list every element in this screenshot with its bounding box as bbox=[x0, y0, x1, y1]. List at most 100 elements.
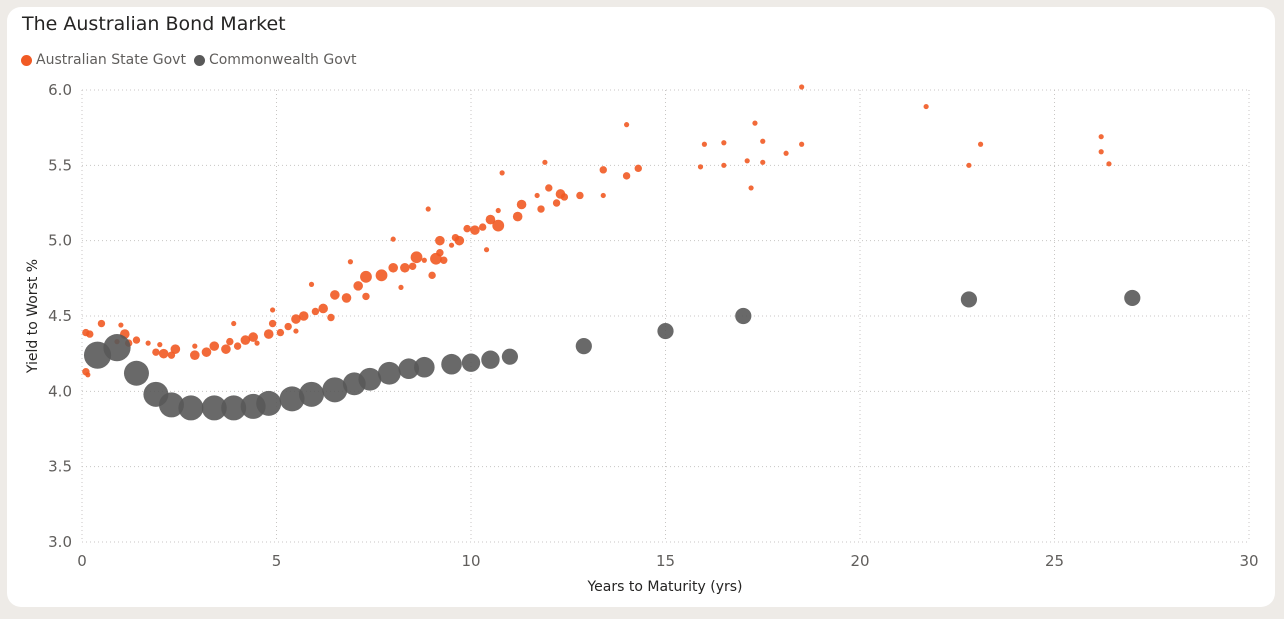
state-govt-point[interactable] bbox=[132, 336, 141, 344]
state-govt-point[interactable] bbox=[311, 307, 320, 316]
state-govt-point[interactable] bbox=[463, 224, 471, 233]
state-govt-point[interactable] bbox=[341, 293, 352, 303]
state-govt-point[interactable] bbox=[375, 269, 388, 282]
state-govt-point[interactable] bbox=[221, 344, 231, 354]
state-govt-point[interactable] bbox=[398, 284, 404, 290]
state-govt-point[interactable] bbox=[330, 290, 340, 300]
state-govt-point[interactable] bbox=[408, 262, 417, 270]
state-govt-point[interactable] bbox=[410, 251, 423, 264]
commonwealth-govt-point[interactable] bbox=[501, 348, 518, 365]
commonwealth-govt-point[interactable] bbox=[735, 307, 752, 325]
state-govt-point[interactable] bbox=[744, 158, 750, 164]
commonwealth-govt-point[interactable] bbox=[279, 386, 305, 412]
state-govt-point[interactable] bbox=[327, 313, 335, 322]
state-govt-point[interactable] bbox=[421, 257, 427, 263]
legend-item-state[interactable]: Australian State Govt bbox=[21, 52, 186, 68]
state-govt-point[interactable] bbox=[516, 199, 527, 210]
state-govt-point[interactable] bbox=[440, 256, 448, 264]
state-govt-point[interactable] bbox=[190, 350, 200, 360]
state-govt-point[interactable] bbox=[233, 342, 242, 350]
state-govt-point[interactable] bbox=[400, 262, 410, 273]
state-govt-point[interactable] bbox=[436, 249, 444, 257]
state-govt-point[interactable] bbox=[118, 322, 124, 328]
state-govt-point[interactable] bbox=[291, 314, 301, 324]
state-govt-point[interactable] bbox=[966, 162, 972, 168]
state-govt-point[interactable] bbox=[201, 347, 212, 357]
state-govt-point[interactable] bbox=[152, 348, 160, 356]
state-govt-point[interactable] bbox=[192, 343, 198, 349]
state-govt-point[interactable] bbox=[318, 303, 328, 314]
state-govt-point[interactable] bbox=[425, 206, 431, 212]
state-govt-point[interactable] bbox=[977, 141, 984, 147]
commonwealth-govt-point[interactable] bbox=[441, 353, 462, 375]
commonwealth-govt-point[interactable] bbox=[358, 367, 382, 391]
state-govt-point[interactable] bbox=[512, 211, 523, 222]
commonwealth-govt-point[interactable] bbox=[299, 381, 325, 407]
commonwealth-govt-point[interactable] bbox=[1124, 289, 1141, 307]
state-govt-point[interactable] bbox=[428, 271, 436, 280]
state-govt-point[interactable] bbox=[388, 262, 399, 273]
state-govt-point[interactable] bbox=[97, 319, 106, 328]
state-govt-point[interactable] bbox=[170, 344, 181, 354]
state-govt-point[interactable] bbox=[454, 235, 465, 246]
commonwealth-govt-point[interactable] bbox=[461, 353, 481, 372]
state-govt-point[interactable] bbox=[542, 159, 548, 165]
state-govt-point[interactable] bbox=[760, 159, 766, 165]
state-govt-point[interactable] bbox=[478, 223, 487, 231]
state-govt-point[interactable] bbox=[701, 141, 708, 147]
state-govt-point[interactable] bbox=[347, 259, 354, 265]
state-govt-point[interactable] bbox=[600, 192, 606, 199]
state-govt-point[interactable] bbox=[760, 138, 766, 144]
state-govt-point[interactable] bbox=[254, 340, 260, 346]
state-govt-point[interactable] bbox=[560, 193, 569, 201]
legend-item-commonwealth[interactable]: Commonwealth Govt bbox=[193, 52, 357, 68]
state-govt-point[interactable] bbox=[576, 191, 584, 200]
state-govt-point[interactable] bbox=[697, 164, 704, 170]
state-govt-point[interactable] bbox=[634, 164, 642, 173]
state-govt-point[interactable] bbox=[783, 150, 789, 156]
state-govt-point[interactable] bbox=[248, 332, 258, 342]
state-govt-point[interactable] bbox=[209, 341, 220, 351]
state-govt-point[interactable] bbox=[545, 184, 553, 192]
commonwealth-govt-point[interactable] bbox=[481, 350, 500, 369]
state-govt-point[interactable] bbox=[492, 219, 505, 232]
state-govt-point[interactable] bbox=[752, 120, 758, 126]
commonwealth-govt-point[interactable] bbox=[201, 395, 227, 421]
state-govt-point[interactable] bbox=[435, 235, 445, 246]
state-govt-point[interactable] bbox=[552, 199, 561, 207]
state-govt-point[interactable] bbox=[470, 225, 480, 235]
state-govt-point[interactable] bbox=[799, 84, 805, 90]
state-govt-point[interactable] bbox=[485, 214, 496, 225]
state-govt-point[interactable] bbox=[390, 236, 396, 242]
commonwealth-govt-point[interactable] bbox=[103, 334, 131, 362]
state-govt-point[interactable] bbox=[226, 337, 234, 346]
state-govt-point[interactable] bbox=[284, 322, 292, 331]
state-govt-point[interactable] bbox=[293, 328, 299, 334]
state-govt-point[interactable] bbox=[1106, 161, 1112, 167]
state-govt-point[interactable] bbox=[158, 348, 169, 359]
state-govt-point[interactable] bbox=[360, 270, 372, 283]
state-govt-point[interactable] bbox=[534, 192, 540, 199]
state-govt-point[interactable] bbox=[353, 281, 363, 291]
state-govt-point[interactable] bbox=[622, 172, 631, 180]
state-govt-point[interactable] bbox=[483, 247, 490, 253]
state-govt-point[interactable] bbox=[86, 330, 94, 338]
commonwealth-govt-point[interactable] bbox=[322, 377, 348, 403]
state-govt-point[interactable] bbox=[308, 281, 315, 287]
commonwealth-govt-point[interactable] bbox=[960, 291, 978, 308]
state-govt-point[interactable] bbox=[362, 292, 370, 301]
state-govt-point[interactable] bbox=[624, 122, 630, 128]
state-govt-point[interactable] bbox=[270, 307, 276, 313]
state-govt-point[interactable] bbox=[268, 319, 277, 328]
commonwealth-govt-point[interactable] bbox=[377, 361, 401, 385]
state-govt-point[interactable] bbox=[145, 340, 151, 346]
state-govt-point[interactable] bbox=[799, 141, 805, 147]
commonwealth-govt-point[interactable] bbox=[221, 395, 247, 421]
commonwealth-govt-point[interactable] bbox=[575, 338, 592, 355]
state-govt-point[interactable] bbox=[157, 342, 163, 348]
state-govt-point[interactable] bbox=[599, 166, 607, 174]
commonwealth-govt-point[interactable] bbox=[414, 356, 435, 378]
state-govt-point[interactable] bbox=[537, 205, 545, 213]
state-govt-point[interactable] bbox=[495, 207, 501, 214]
state-govt-point[interactable] bbox=[263, 329, 274, 339]
